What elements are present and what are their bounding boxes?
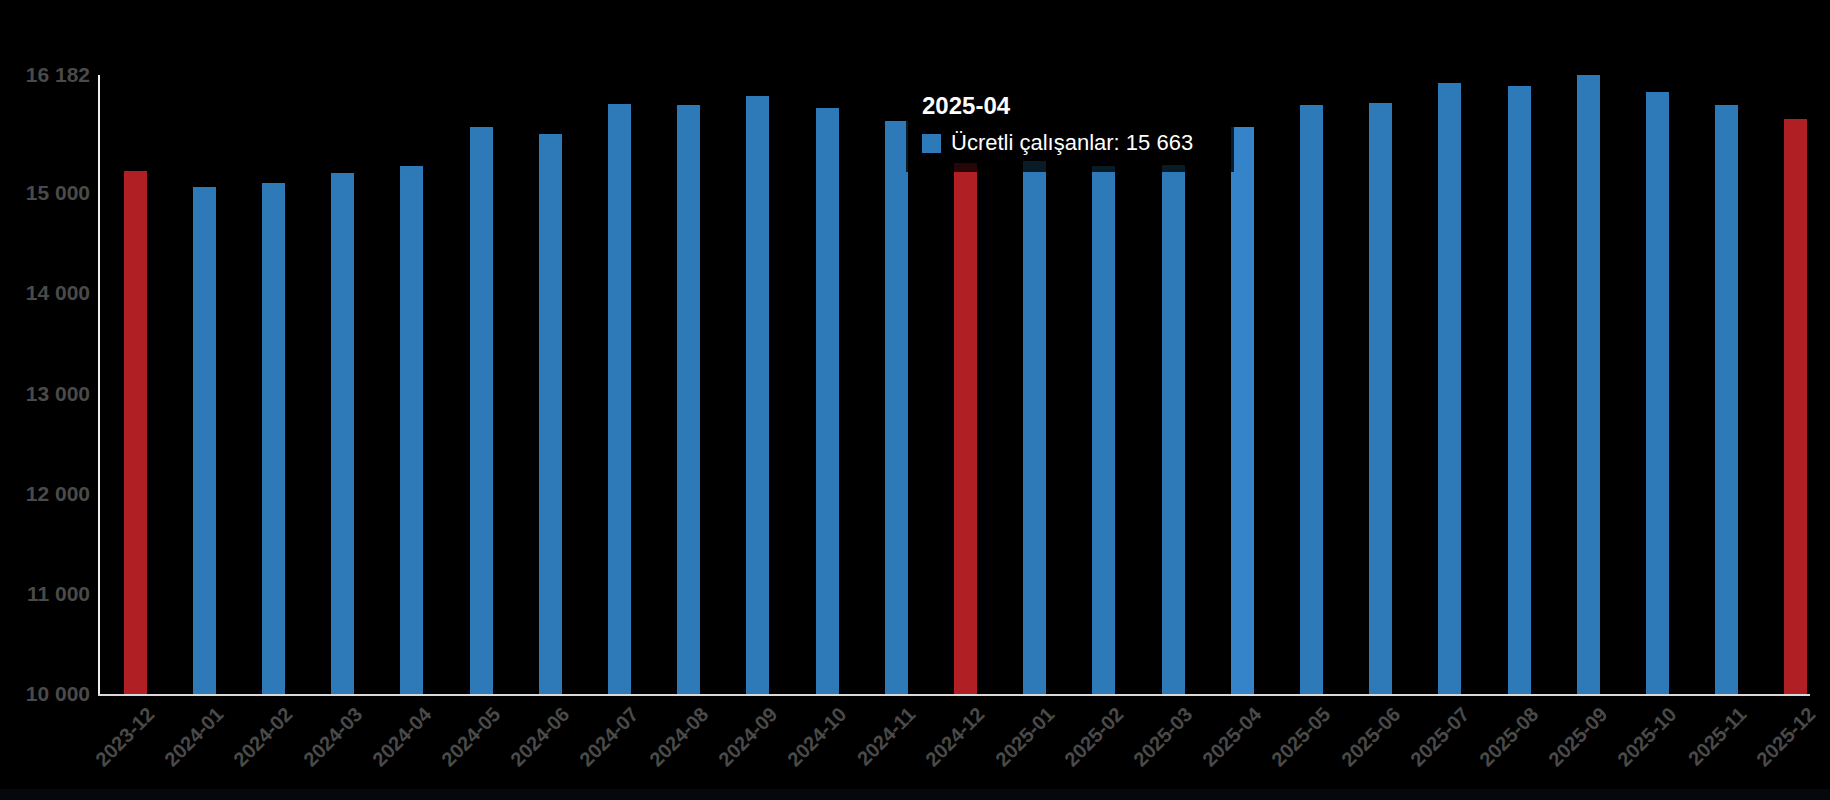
bar-2025-07[interactable] xyxy=(1438,83,1461,694)
bar-2025-10[interactable] xyxy=(1646,92,1669,694)
y-tick-16182: 16 182 xyxy=(26,63,90,87)
chart-canvas: 16 182 15 000 14 000 13 000 12 000 11 000 10 0… xyxy=(0,0,1830,800)
tooltip-title: 2025-04 xyxy=(922,92,1218,120)
bar-2024-05[interactable] xyxy=(470,127,493,694)
bar-2024-09[interactable] xyxy=(746,96,769,694)
bottom-edge-strip xyxy=(0,789,1830,800)
bar-2025-05[interactable] xyxy=(1300,105,1323,694)
bar-2024-03[interactable] xyxy=(331,173,354,694)
bar-2024-02[interactable] xyxy=(262,183,285,694)
bar-2025-02[interactable] xyxy=(1092,166,1115,694)
bar-2025-08[interactable] xyxy=(1508,86,1531,694)
bar-2024-10[interactable] xyxy=(816,108,839,694)
tooltip: 2025-04 Ücretli çalışanlar: 15 663 xyxy=(906,82,1234,172)
bar-2024-06[interactable] xyxy=(539,134,562,694)
bar-2024-11[interactable] xyxy=(885,121,908,694)
y-tick-10000: 10 000 xyxy=(26,682,90,706)
y-tick-13000: 13 000 xyxy=(26,382,90,406)
tooltip-series-row: Ücretli çalışanlar: 15 663 xyxy=(922,130,1218,156)
tooltip-series-text: Ücretli çalışanlar: 15 663 xyxy=(951,130,1193,156)
bar-2024-04[interactable] xyxy=(400,166,423,694)
bar-2025-09[interactable] xyxy=(1577,75,1600,694)
y-tick-15000: 15 000 xyxy=(26,181,90,205)
y-tick-14000: 14 000 xyxy=(26,281,90,305)
bar-2024-08[interactable] xyxy=(677,105,700,694)
bar-2023-12[interactable] xyxy=(124,171,147,694)
bar-2025-01[interactable] xyxy=(1023,161,1046,694)
y-tick-11000: 11 000 xyxy=(27,582,90,606)
bar-2024-12[interactable] xyxy=(954,163,977,694)
y-tick-12000: 12 000 xyxy=(26,482,90,506)
x-axis-line xyxy=(98,694,1810,696)
bar-2025-06[interactable] xyxy=(1369,103,1392,694)
bar-2025-12[interactable] xyxy=(1784,119,1807,694)
bar-2025-03[interactable] xyxy=(1162,165,1185,694)
y-axis-line xyxy=(98,75,100,694)
bar-2024-01[interactable] xyxy=(193,187,216,694)
bar-2025-11[interactable] xyxy=(1715,105,1738,694)
series-color-swatch-icon xyxy=(922,134,941,153)
bar-2024-07[interactable] xyxy=(608,104,631,694)
bar-2025-04[interactable] xyxy=(1231,127,1254,694)
